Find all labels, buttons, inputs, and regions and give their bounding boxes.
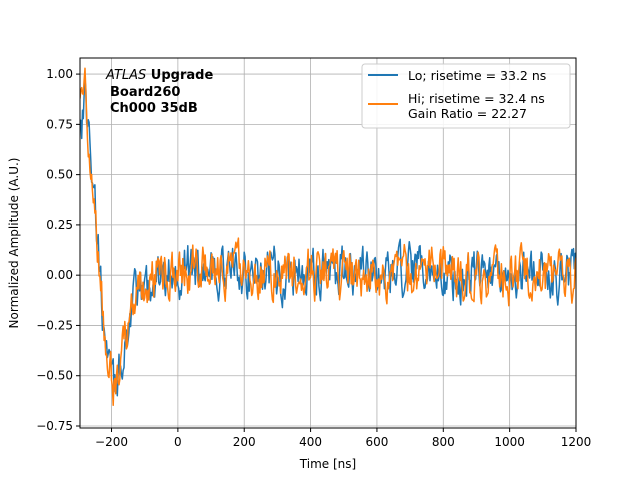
channel-label: Ch000 35dB xyxy=(110,101,198,116)
x-tick-label: 1200 xyxy=(561,435,592,449)
upgrade-label: Upgrade xyxy=(146,68,213,83)
x-axis-ticks: −200 0 200 400 600 800 1000 1200 xyxy=(95,428,591,449)
x-tick-label: 0 xyxy=(174,435,182,449)
x-tick-label: 800 xyxy=(432,435,455,449)
plot-frame xyxy=(79,57,577,429)
y-tick-label: −0.50 xyxy=(36,369,73,383)
y-tick-label: 0.50 xyxy=(46,168,73,182)
legend-label-hi: Hi; risetime = 32.4 ns Gain Ratio = 22.2… xyxy=(408,91,549,121)
y-tick-label: 0.00 xyxy=(46,268,73,282)
y-tick-label: −0.75 xyxy=(36,419,73,433)
x-axis-label: Time [ns] xyxy=(299,457,356,471)
y-axis-ticks: −0.75 −0.50 −0.25 0.00 0.25 0.50 0.75 1.00 xyxy=(36,67,80,433)
x-tick-label: 1000 xyxy=(494,435,525,449)
atlas-annotation: ATLAS Upgrade Board260 Ch000 35dB xyxy=(105,68,213,116)
legend-label-hi-line1: Hi; risetime = 32.4 ns xyxy=(408,91,545,106)
x-tick-label: 600 xyxy=(365,435,388,449)
x-tick-label: 200 xyxy=(233,435,256,449)
series-layer xyxy=(80,67,576,407)
svg-text:ATLAS Upgrade: ATLAS Upgrade xyxy=(105,68,213,83)
x-tick-label: 400 xyxy=(299,435,322,449)
legend-label-lo: Lo; risetime = 33.2 ns xyxy=(408,68,546,83)
atlas-label: ATLAS xyxy=(105,68,146,83)
x-tick-label: −200 xyxy=(95,435,128,449)
legend: Lo; risetime = 33.2 ns Hi; risetime = 32… xyxy=(361,63,571,129)
y-tick-label: 1.00 xyxy=(46,67,73,81)
y-tick-label: 0.25 xyxy=(46,218,73,232)
legend-frame xyxy=(361,63,571,129)
series-line-hi xyxy=(80,67,576,407)
y-axis-label: Normalized Amplitude (A.U.) xyxy=(7,158,21,329)
board-label: Board260 xyxy=(110,85,180,100)
y-tick-label: 0.75 xyxy=(46,117,73,131)
y-tick-label: −0.25 xyxy=(36,318,73,332)
legend-label-hi-line2: Gain Ratio = 22.27 xyxy=(408,106,527,121)
